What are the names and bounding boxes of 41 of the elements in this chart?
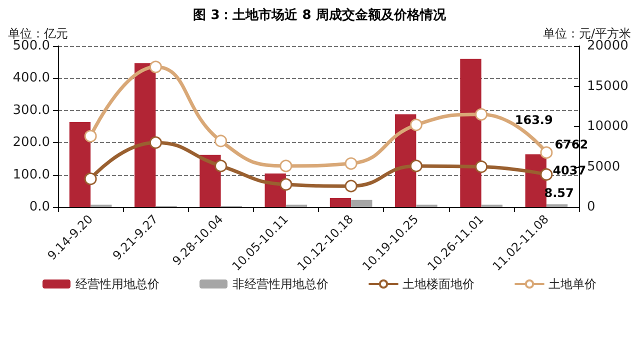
point xyxy=(410,118,422,132)
legend-label: 土地楼面地价 xyxy=(402,277,474,291)
legend-label: 土地单价 xyxy=(548,277,596,291)
y2-axis-title: 单位：元/平方米 xyxy=(542,26,631,41)
data-label: 163.9 xyxy=(514,113,553,128)
point xyxy=(344,157,358,170)
bar xyxy=(351,200,372,207)
y2-tick-label: 10000 xyxy=(587,119,628,134)
legend-label: 非经营性用地总价 xyxy=(232,277,328,291)
point xyxy=(475,108,488,121)
y-tick-label: 400.0 xyxy=(12,70,50,86)
y-tick-label: 500.0 xyxy=(12,38,50,54)
point xyxy=(84,130,97,142)
bar xyxy=(330,198,352,207)
y2-tick-label: 5000 xyxy=(587,159,620,174)
y-tick-label: 300.0 xyxy=(12,102,50,118)
point xyxy=(214,160,228,172)
y2-tick-label: 20000 xyxy=(587,38,628,54)
point xyxy=(280,160,292,172)
bar xyxy=(460,58,482,207)
point xyxy=(149,136,162,149)
legend-label: 经营性用地总价 xyxy=(76,277,160,291)
y-tick-label: 100.0 xyxy=(12,167,50,182)
y2-tick-label: 15000 xyxy=(587,78,628,94)
bar xyxy=(69,122,91,207)
point xyxy=(540,168,553,181)
y2-tick-label: 0 xyxy=(587,200,596,214)
chart-title: 图 3：土地市场近 8 周成交金额及价格情况 xyxy=(193,7,447,23)
point xyxy=(84,172,97,186)
point xyxy=(149,60,162,74)
point xyxy=(540,146,553,159)
bar xyxy=(134,63,156,207)
y-tick-label: 0.0 xyxy=(29,200,50,214)
point xyxy=(280,178,292,191)
point xyxy=(344,180,358,192)
y-axis-title: 单位：亿元 xyxy=(8,26,68,41)
y-tick-label: 200.0 xyxy=(12,135,50,150)
point xyxy=(475,160,488,173)
point xyxy=(410,160,422,172)
point xyxy=(214,134,228,148)
bar xyxy=(546,204,568,207)
